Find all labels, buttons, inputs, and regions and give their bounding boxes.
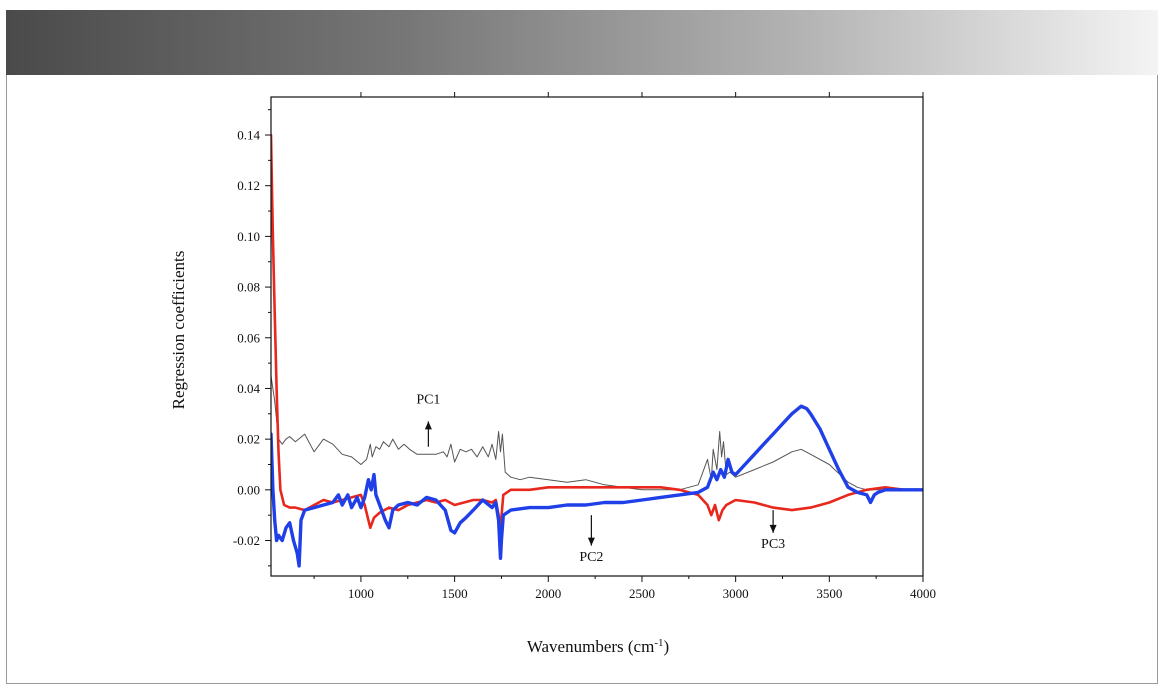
y-axis: -0.02 0.00 0.02 0.04 0.06 0.08 0.10 0.12 0.14 [233, 109, 271, 567]
x-tick-label: 2000 [535, 586, 561, 601]
series-line-pc3 [271, 133, 923, 530]
annotation-label: PC1 [416, 393, 440, 408]
y-tick-label: 0.14 [237, 128, 260, 143]
y-tick-label: -0.02 [233, 533, 260, 548]
figure-frame [6, 75, 1158, 684]
y-tick-label: 0.02 [237, 432, 260, 447]
x-tick-label: 4000 [910, 586, 936, 601]
series-layer [271, 133, 923, 568]
x-axis: 1000 1500 2000 2500 3000 3500 4000 [313, 92, 936, 601]
annotations: PC1 PC2 PC3 [416, 393, 785, 565]
annotation-arrow-head [424, 421, 432, 430]
x-tick-label: 3000 [723, 586, 749, 601]
y-axis-title: Regression coefficients [169, 251, 188, 410]
y-tick-label: 0.04 [237, 381, 260, 396]
x-tick-label: 2500 [629, 586, 655, 601]
x-axis-title-suffix: ) [664, 637, 670, 656]
y-tick-label: 0.10 [237, 229, 260, 244]
annotation-arrow-head [769, 524, 777, 533]
header-banner [6, 10, 1158, 75]
annotation-arrow-head [587, 537, 595, 546]
x-axis-title-superscript: -1 [654, 637, 663, 649]
annotation-label: PC2 [579, 550, 603, 565]
series-line-pc1 [271, 375, 923, 491]
y-tick-label: 0.06 [237, 330, 260, 345]
y-tick-label: 0.00 [237, 482, 260, 497]
y-tick-label: 0.12 [237, 178, 260, 193]
y-tick-label: 0.08 [237, 280, 260, 295]
series-line-pc2 [271, 404, 923, 568]
x-tick-label: 3500 [816, 586, 842, 601]
x-tick-label: 1000 [348, 586, 374, 601]
annotation-label: PC3 [761, 537, 785, 552]
plot-area [270, 96, 924, 577]
x-axis-title: Wavenumbers (cm-1) [527, 637, 669, 656]
x-axis-title-main: Wavenumbers (cm [527, 637, 655, 656]
x-tick-label: 1500 [442, 586, 468, 601]
